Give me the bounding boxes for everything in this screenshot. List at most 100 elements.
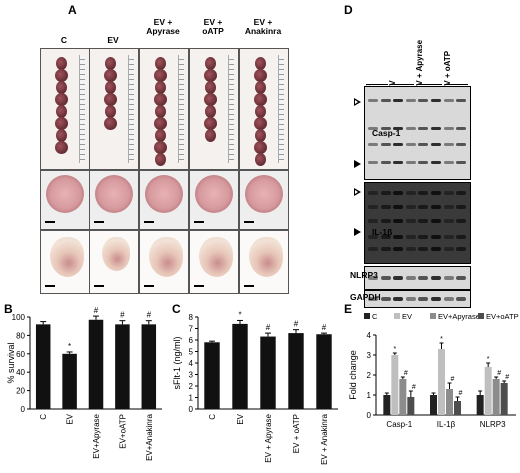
column-header: EV (107, 35, 119, 45)
column-header: EV + Anakinra (244, 17, 282, 36)
uterine-tissue (253, 69, 267, 82)
uterine-tissue (154, 129, 166, 142)
significance-marker: # (94, 306, 99, 315)
uterine-tissue (204, 57, 216, 70)
uterus-photo (40, 48, 90, 170)
blot-band (456, 235, 467, 239)
placenta-photo (40, 170, 90, 230)
blot-band (368, 247, 378, 251)
blot-band (380, 235, 391, 239)
solid-arrowhead (354, 228, 361, 236)
blot-band (431, 205, 441, 209)
blot-band (418, 205, 429, 209)
y-tick-label: 0 (189, 405, 194, 414)
significance-marker: * (68, 342, 71, 351)
uterine-tissue (203, 69, 217, 82)
blot-band (393, 247, 404, 251)
y-tick-label: 80 (16, 331, 25, 340)
embryo-photo (89, 230, 139, 294)
uterine-tissue (203, 117, 217, 130)
bar (62, 353, 77, 409)
scale-bar (244, 285, 254, 287)
y-tick-label: 6 (189, 336, 194, 345)
blot-band (431, 99, 441, 102)
lane-bracket (366, 84, 388, 85)
blot-band (456, 247, 467, 251)
blot-band (405, 191, 416, 195)
uterine-tissue (103, 117, 117, 130)
uterine-tissue (153, 141, 167, 154)
blot-band (380, 219, 391, 223)
blot-band (368, 205, 378, 209)
lane-bracket (390, 84, 414, 85)
uterine-tissue (254, 129, 266, 142)
blot-band (431, 219, 441, 223)
ruler (228, 55, 234, 163)
blot-band (418, 235, 429, 239)
significance-marker: * (393, 346, 396, 353)
blot-band (380, 205, 391, 209)
uterine-tissue (55, 81, 67, 94)
placenta-photo (139, 170, 189, 230)
blot-band (380, 99, 391, 102)
uterine-tissue (104, 105, 116, 118)
blot-band (418, 191, 429, 195)
legend-label: EV+Apyrase (438, 312, 480, 321)
bar (260, 336, 276, 409)
y-tick-label: 2 (189, 382, 194, 391)
placenta-disc (245, 175, 283, 213)
uterine-tissue (254, 105, 266, 118)
hollow-arrowhead (354, 188, 361, 196)
blot-band (405, 276, 416, 280)
y-tick-label: 20 (16, 387, 25, 396)
hollow-arrowhead (354, 98, 361, 106)
blot-band (418, 99, 429, 102)
scale-bar (244, 221, 254, 223)
x-tick-label: EV (236, 413, 245, 424)
blot-band (368, 99, 378, 102)
blot-band (456, 127, 467, 130)
uterine-tissue (54, 93, 68, 106)
panel-c-letter: C (172, 302, 181, 316)
blot-band (405, 297, 416, 301)
blot-band (443, 235, 454, 239)
blot-band (443, 247, 454, 251)
blot-band (405, 127, 416, 130)
uterine-tissue (153, 69, 167, 82)
lane-bracket (418, 84, 442, 85)
y-axis-label: % survival (6, 342, 16, 383)
blot-band (380, 143, 391, 146)
embryo (102, 237, 130, 271)
significance-marker: # (459, 390, 463, 397)
blot-band (393, 235, 404, 239)
bar (454, 401, 461, 415)
legend-swatch (364, 313, 370, 319)
uterine-tissue (253, 141, 267, 154)
blot-band (380, 161, 391, 164)
uterine-tissue (204, 81, 216, 94)
blot-band (380, 247, 391, 251)
blot-band (393, 161, 404, 164)
blot-label: Casp-1 (372, 128, 401, 138)
x-tick-label: EV (66, 413, 75, 424)
y-tick-label: 60 (16, 350, 25, 359)
y-tick-label: 0 (21, 405, 26, 414)
blot-band (418, 247, 429, 251)
ruler (278, 55, 284, 163)
blot-band (405, 205, 416, 209)
uterine-tissue (55, 57, 67, 70)
y-tick-label: 4 (367, 331, 372, 340)
blot-band (431, 191, 441, 195)
blot-band (418, 297, 429, 301)
ruler (79, 55, 85, 163)
bar (115, 324, 130, 409)
blot-band (368, 161, 378, 164)
bar (141, 324, 157, 409)
blot-band (380, 297, 391, 301)
blot-panel (364, 182, 471, 264)
blot-band (405, 219, 416, 223)
significance-marker: # (497, 370, 501, 377)
blot-band (443, 205, 454, 209)
blot-band (431, 143, 441, 146)
bar (288, 333, 304, 409)
